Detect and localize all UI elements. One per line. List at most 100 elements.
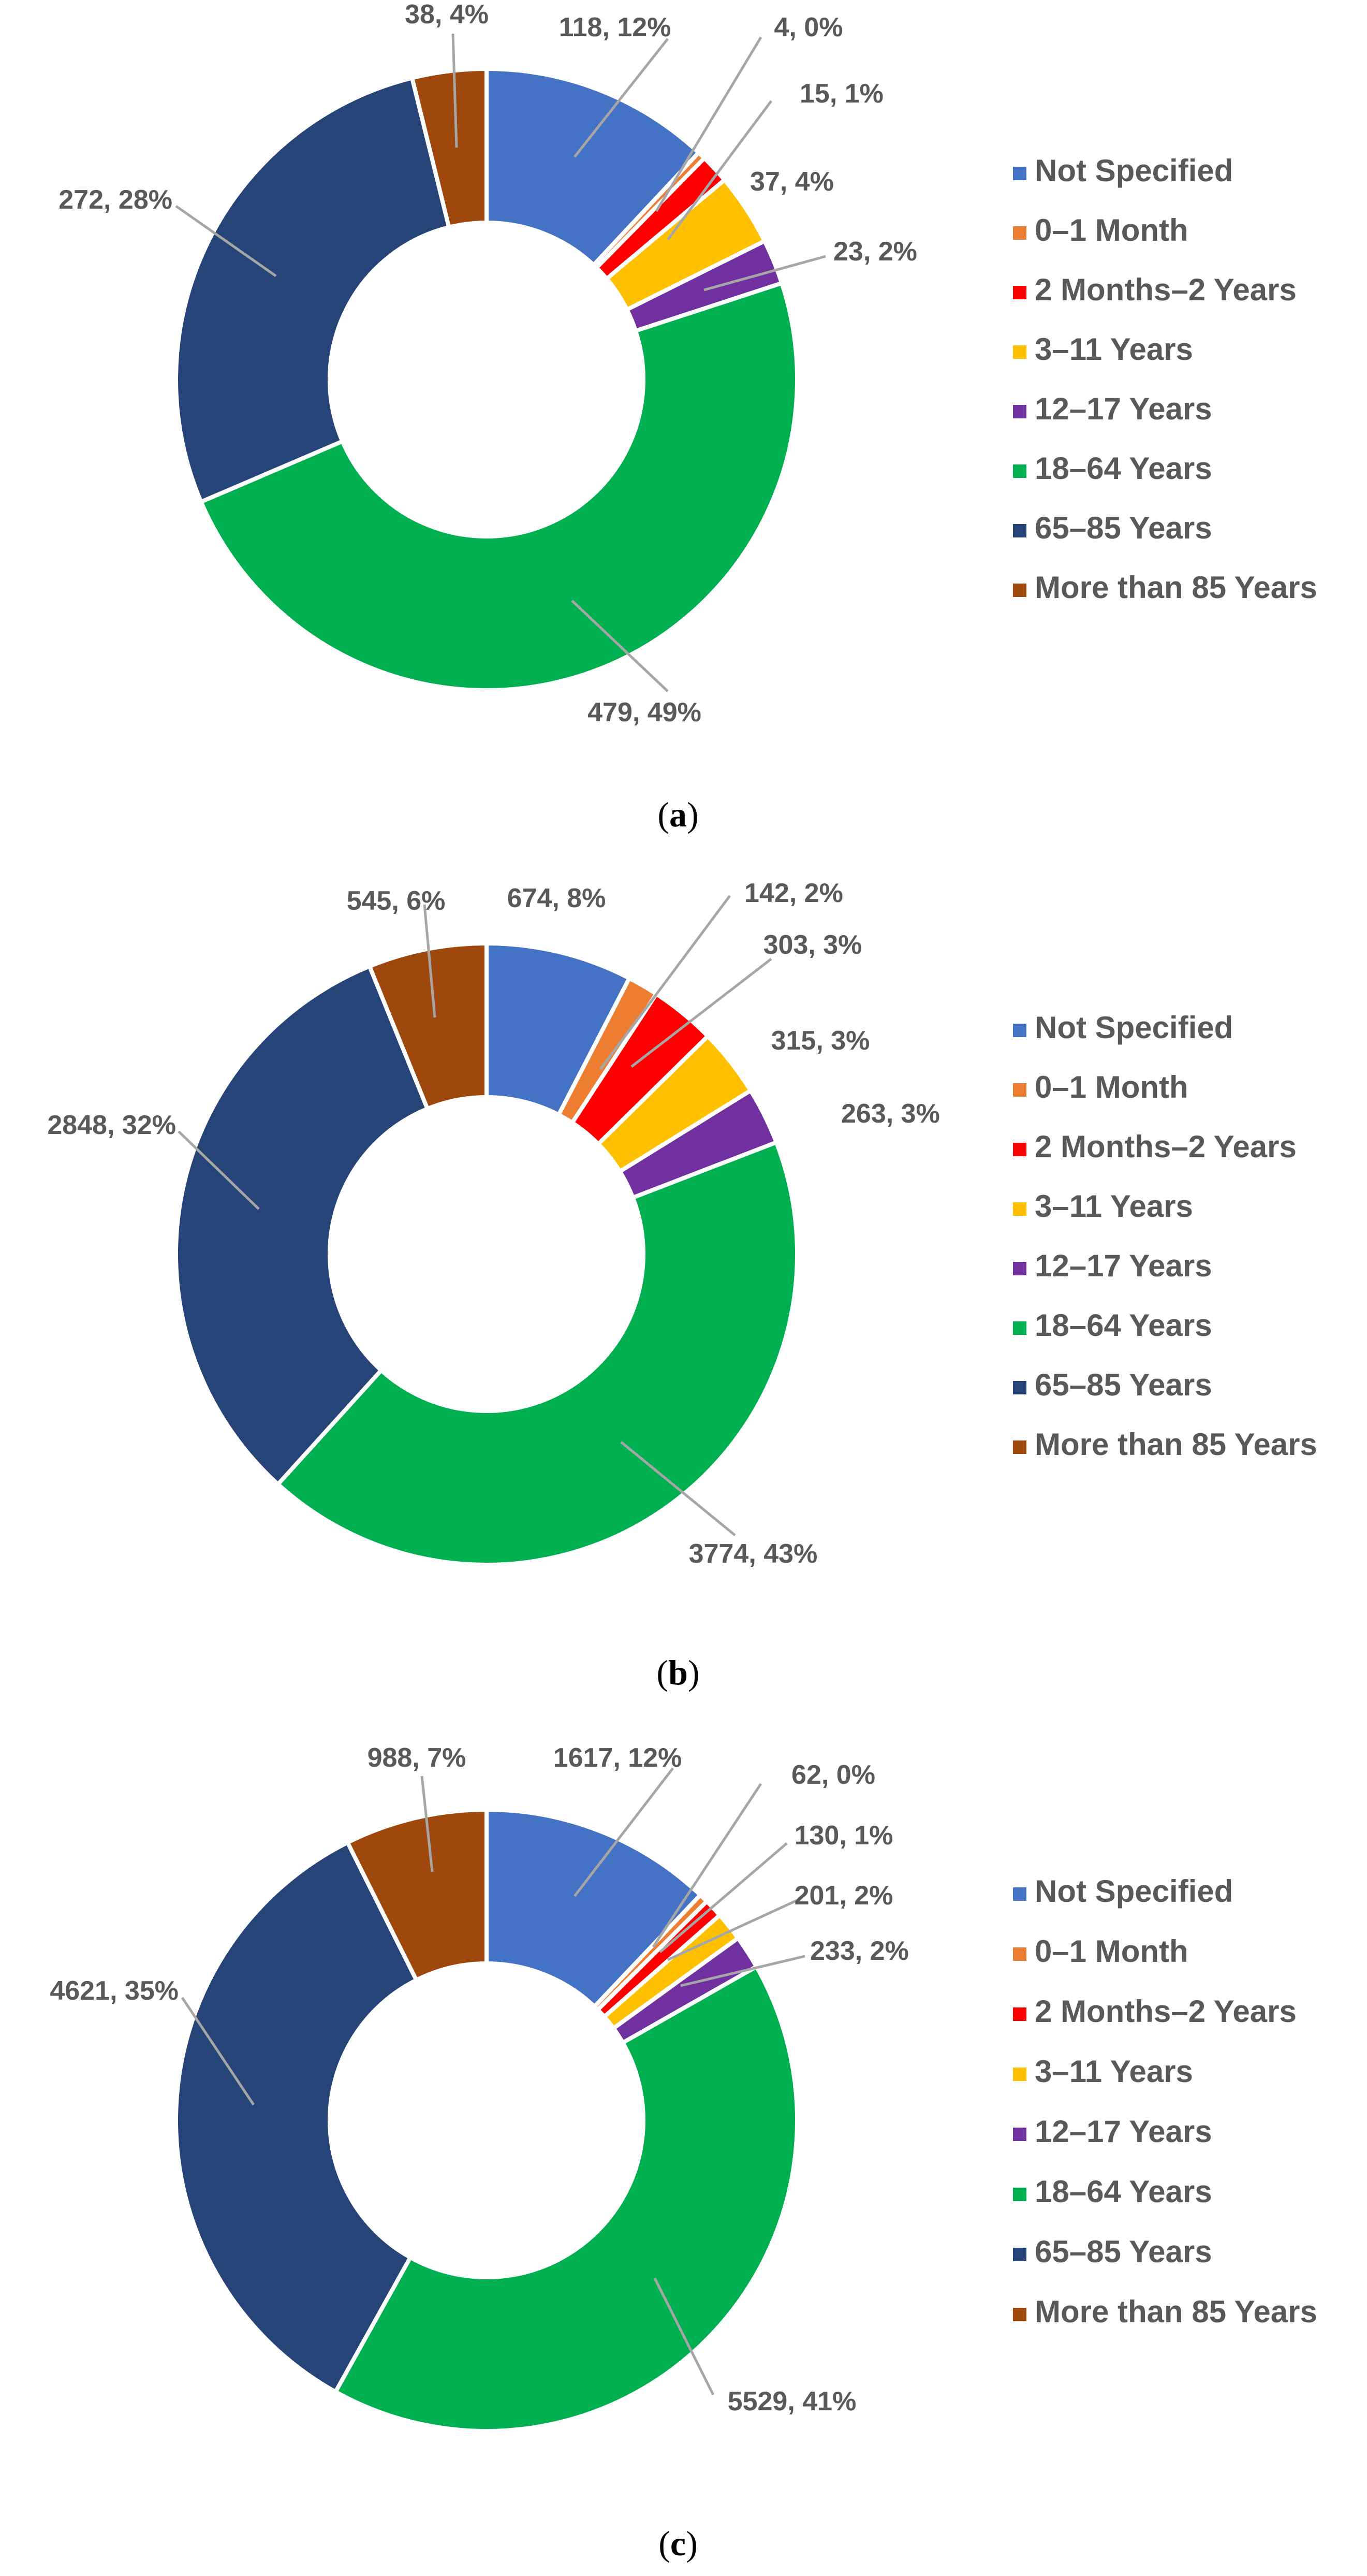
legend-swatch <box>1013 345 1026 359</box>
legend-swatch <box>1013 584 1026 597</box>
legend-label: 3–11 Years <box>1035 2054 1193 2089</box>
legend: Not Specified 0–1 Month 2 Months–2 Years 3–… <box>1013 1874 1317 2329</box>
data-label: 201, 2% <box>795 1881 893 1911</box>
legend-swatch <box>1013 464 1026 478</box>
leader-line <box>571 600 669 692</box>
data-label: 38, 4% <box>405 0 489 30</box>
legend-swatch <box>1013 1947 1026 1961</box>
leader-line <box>181 1997 255 2106</box>
legend-label: 2 Months–2 Years <box>1035 272 1297 307</box>
donut-chart-c: 1617, 12% 62, 0% 130, 1% 201, 2% 233, 2% 5529… <box>50 1743 1317 2563</box>
legend-swatch <box>1013 2248 1026 2261</box>
legend-label: Not Specified <box>1035 153 1233 188</box>
data-label: 62, 0% <box>791 1760 875 1790</box>
leader-line <box>630 958 772 1068</box>
legend-label: 12–17 Years <box>1035 2114 1212 2149</box>
data-label: 545, 6% <box>347 886 446 916</box>
leader-line <box>652 1783 762 1948</box>
legend-label: 18–64 Years <box>1035 1308 1212 1343</box>
legend: Not Specified 0–1 Month 2 Months–2 Years 3–… <box>1013 1010 1317 1462</box>
legend-label: 2 Months–2 Years <box>1035 1129 1297 1164</box>
slice-65-85-years <box>174 964 430 1487</box>
legend-swatch <box>1013 2007 1026 2021</box>
legend-label: 65–85 Years <box>1035 511 1212 545</box>
legend-swatch <box>1013 1024 1026 1037</box>
leader-line <box>655 36 762 212</box>
data-label: 1617, 12% <box>553 1743 682 1773</box>
legend-swatch <box>1013 1887 1026 1901</box>
legend-label: 12–17 Years <box>1035 1248 1212 1283</box>
slice-not-specified <box>484 67 701 267</box>
leader-line <box>420 1775 434 1872</box>
data-label: 37, 4% <box>750 167 834 197</box>
data-label: 4, 0% <box>774 12 843 42</box>
legend-label: 18–64 Years <box>1035 451 1212 486</box>
legend-label: Not Specified <box>1035 1010 1233 1045</box>
data-label: 233, 2% <box>810 1936 909 1966</box>
legend-label: 0–1 Month <box>1035 1934 1188 1969</box>
data-label: 118, 12% <box>559 12 671 42</box>
leader-line <box>666 100 773 241</box>
data-label: 988, 7% <box>368 1743 466 1773</box>
leader-line <box>451 33 458 148</box>
legend-swatch <box>1013 405 1026 418</box>
data-label: 479, 49% <box>587 697 701 727</box>
leader-line <box>574 1767 674 1897</box>
leader-line <box>620 1441 736 1536</box>
leader-line <box>667 1899 798 1961</box>
data-label: 3774, 43% <box>689 1539 818 1569</box>
legend-label: 65–85 Years <box>1035 1367 1212 1402</box>
leader-line <box>178 1130 260 1210</box>
slice-more-than-85-years <box>410 67 489 229</box>
leader-line <box>680 1955 805 1987</box>
legend-label: More than 85 Years <box>1035 2294 1317 2329</box>
leader-line <box>659 1842 788 1953</box>
data-label: 4621, 35% <box>50 1976 179 2006</box>
legend-label: 3–11 Years <box>1035 1189 1193 1224</box>
legend-swatch <box>1013 524 1026 537</box>
leader-line <box>599 895 731 1070</box>
legend-swatch <box>1013 2188 1026 2201</box>
data-label: 303, 3% <box>763 930 862 960</box>
legend: Not Specified 0–1 Month 2 Months–2 Years 3–… <box>1013 153 1317 605</box>
slice-65-85-years <box>174 76 451 504</box>
slice-18-64-years <box>333 1964 799 2433</box>
leader-line <box>423 904 436 1018</box>
legend-label: More than 85 Years <box>1035 570 1317 605</box>
slice-18-64-years <box>199 281 799 692</box>
panel-caption: (a) <box>657 795 698 834</box>
legend-swatch <box>1013 1321 1026 1335</box>
data-label: 263, 3% <box>841 1099 940 1129</box>
panel-caption: (b) <box>656 1653 699 1692</box>
donut-chart-b: 674, 8% 142, 2% 303, 3% 315, 3% 263, 3% 3774,… <box>47 878 1317 1692</box>
legend-swatch <box>1013 226 1026 240</box>
panel-caption: (c) <box>658 2524 698 2563</box>
slice-18-64-years <box>275 1140 799 1567</box>
legend-label: 65–85 Years <box>1035 2234 1212 2269</box>
legend-swatch <box>1013 1083 1026 1097</box>
legend-swatch <box>1013 1143 1026 1156</box>
slice-not-specified <box>484 941 631 1117</box>
legend-swatch <box>1013 1440 1026 1454</box>
data-label: 130, 1% <box>795 1821 893 1851</box>
legend-label: More than 85 Years <box>1035 1427 1317 1462</box>
leader-line <box>653 2277 715 2396</box>
slice-not-specified <box>484 1808 703 2009</box>
data-label: 15, 1% <box>800 79 884 109</box>
legend-swatch <box>1013 1262 1026 1275</box>
legend-label: 2 Months–2 Years <box>1035 1994 1297 2029</box>
legend-swatch <box>1013 2128 1026 2141</box>
data-label: 23, 2% <box>833 237 917 267</box>
legend-swatch <box>1013 1202 1026 1216</box>
legend-label: 0–1 Month <box>1035 1070 1188 1104</box>
data-label: 674, 8% <box>507 883 606 913</box>
data-label: 5529, 41% <box>728 2386 857 2417</box>
legend-swatch <box>1013 2068 1026 2081</box>
slice-65-85-years <box>174 1840 419 2394</box>
legend-label: Not Specified <box>1035 1874 1233 1909</box>
legend-label: 0–1 Month <box>1035 213 1188 248</box>
donut-chart-a: 118, 12% 4, 0% 15, 1% 37, 4% 23, 2% 479, 49% 2… <box>58 0 1317 834</box>
legend-label: 3–11 Years <box>1035 332 1193 367</box>
leader-line <box>703 255 826 292</box>
